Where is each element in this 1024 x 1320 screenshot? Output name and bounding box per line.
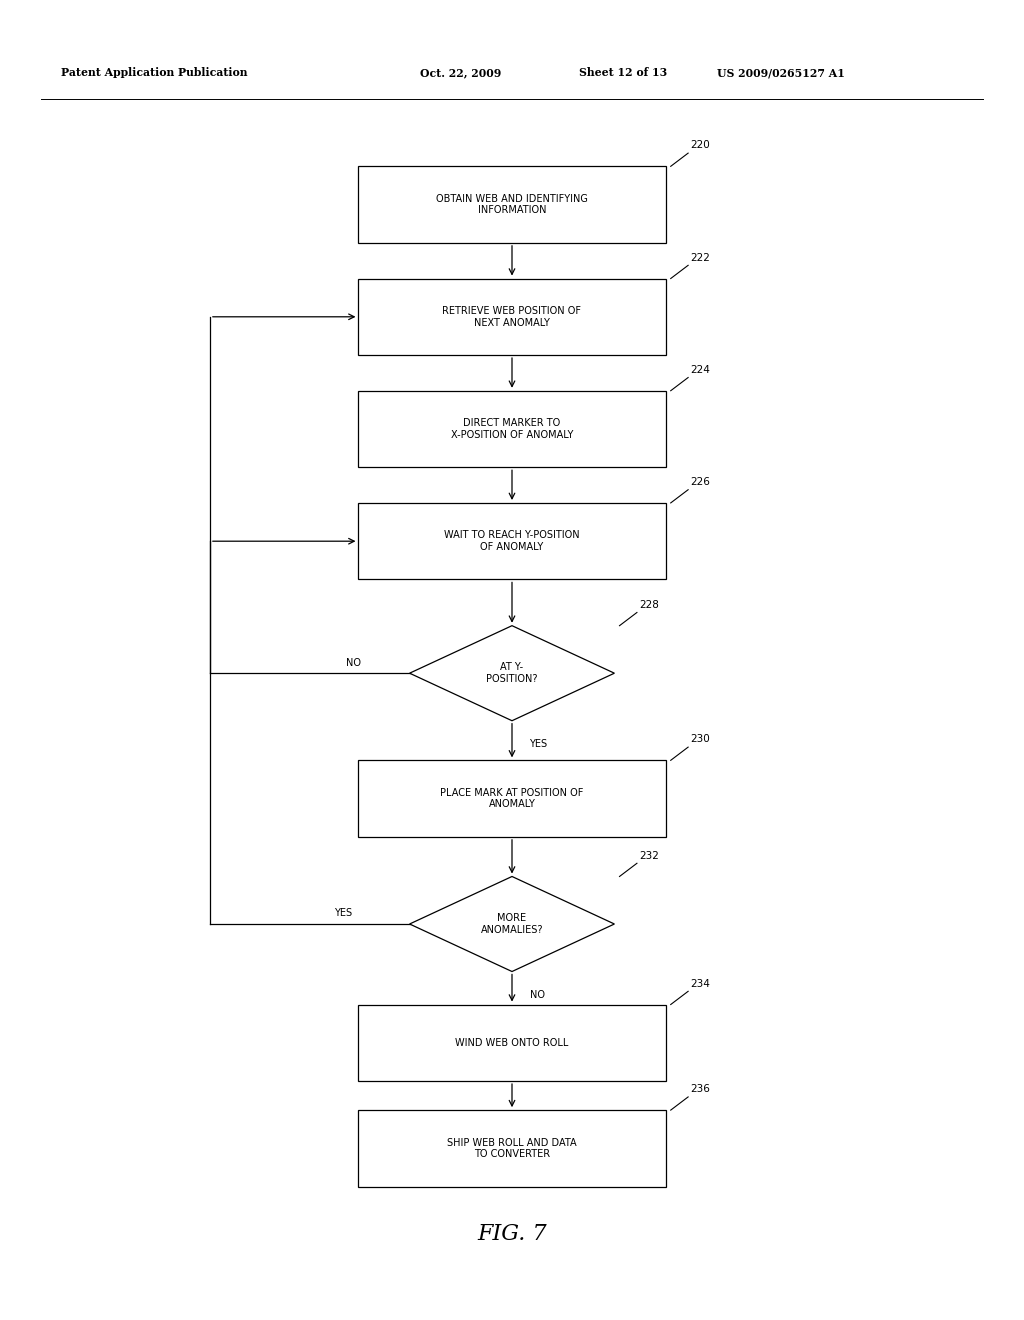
Text: NO: NO [530,990,545,1001]
Text: WAIT TO REACH Y-POSITION
OF ANOMALY: WAIT TO REACH Y-POSITION OF ANOMALY [444,531,580,552]
Text: US 2009/0265127 A1: US 2009/0265127 A1 [717,67,845,78]
Text: 224: 224 [690,364,710,375]
Text: AT Y-
POSITION?: AT Y- POSITION? [486,663,538,684]
Text: OBTAIN WEB AND IDENTIFYING
INFORMATION: OBTAIN WEB AND IDENTIFYING INFORMATION [436,194,588,215]
Text: 230: 230 [690,734,710,744]
Text: DIRECT MARKER TO
X-POSITION OF ANOMALY: DIRECT MARKER TO X-POSITION OF ANOMALY [451,418,573,440]
Bar [358,1005,666,1081]
Bar [358,391,666,467]
Text: 236: 236 [690,1084,710,1094]
Text: FIG. 7: FIG. 7 [477,1224,547,1245]
Text: Sheet 12 of 13: Sheet 12 of 13 [579,67,667,78]
Text: WIND WEB ONTO ROLL: WIND WEB ONTO ROLL [456,1038,568,1048]
Bar [358,279,666,355]
Text: 226: 226 [690,477,710,487]
Text: MORE
ANOMALIES?: MORE ANOMALIES? [480,913,544,935]
Text: NO: NO [346,657,360,668]
Text: 232: 232 [639,850,658,861]
Text: Patent Application Publication: Patent Application Publication [61,67,248,78]
Text: 222: 222 [690,252,710,263]
Text: SHIP WEB ROLL AND DATA
TO CONVERTER: SHIP WEB ROLL AND DATA TO CONVERTER [447,1138,577,1159]
Text: YES: YES [528,739,547,750]
Bar [358,760,666,837]
Text: 228: 228 [639,599,658,610]
Text: PLACE MARK AT POSITION OF
ANOMALY: PLACE MARK AT POSITION OF ANOMALY [440,788,584,809]
Polygon shape [410,626,614,721]
Text: 220: 220 [690,140,710,150]
Polygon shape [410,876,614,972]
Text: Oct. 22, 2009: Oct. 22, 2009 [420,67,501,78]
Bar [358,1110,666,1187]
Text: 234: 234 [690,978,710,989]
Bar [358,166,666,243]
Text: RETRIEVE WEB POSITION OF
NEXT ANOMALY: RETRIEVE WEB POSITION OF NEXT ANOMALY [442,306,582,327]
Text: YES: YES [334,908,352,919]
Bar [358,503,666,579]
